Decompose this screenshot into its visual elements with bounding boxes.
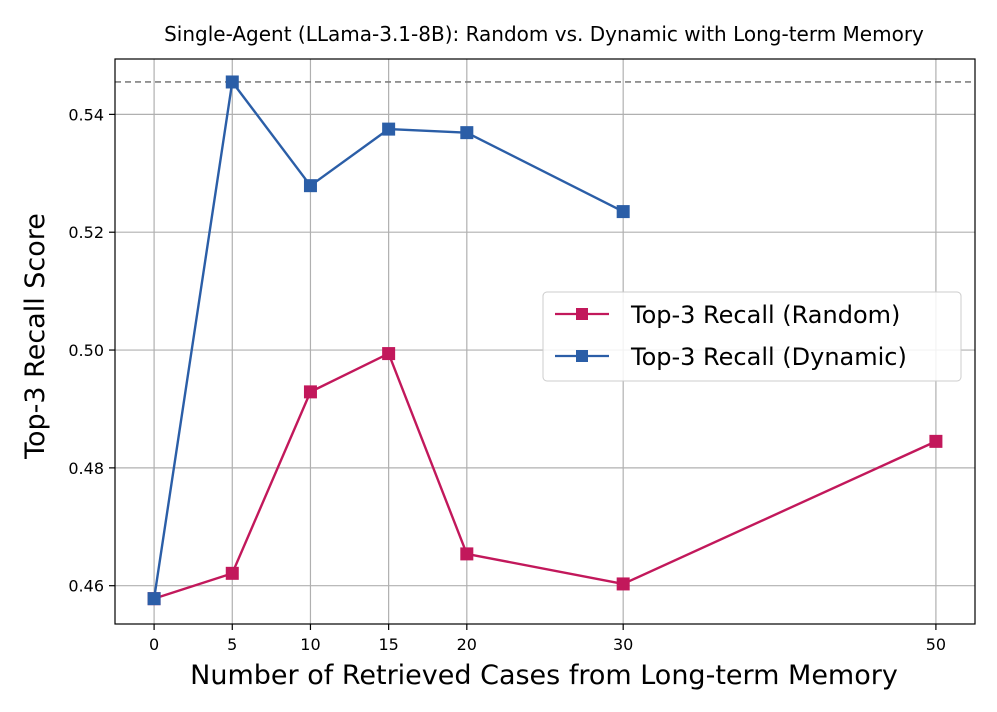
y-tick-label: 0.46: [68, 577, 104, 596]
legend-label-dynamic: Top-3 Recall (Dynamic): [630, 343, 907, 371]
series-line: [152, 80, 624, 599]
x-tick-label: 30: [613, 635, 633, 654]
data-point: [616, 577, 630, 591]
data-point: [225, 75, 239, 89]
legend-marker-random: [576, 308, 588, 320]
y-axis-label: Top-3 Recall Score: [20, 213, 51, 460]
data-point: [225, 566, 239, 580]
plot-frame: [114, 58, 976, 625]
data-point: [929, 434, 943, 448]
x-tick-label: 20: [457, 635, 477, 654]
y-axis-ticks: 0.46 0.48 0.50 0.52 0.54: [68, 105, 115, 596]
x-tick-label: 10: [300, 635, 320, 654]
data-point: [382, 122, 396, 136]
legend-marker-dynamic: [576, 350, 588, 362]
legend-box: [542, 291, 962, 382]
x-tick-label: 50: [926, 635, 946, 654]
data-point: [303, 385, 317, 399]
x-tick-label: 15: [378, 635, 398, 654]
series-random: [147, 347, 943, 606]
data-point: [303, 179, 317, 193]
y-tick-label: 0.48: [68, 459, 104, 478]
data-point: [382, 347, 396, 361]
x-tick-label: 5: [227, 635, 237, 654]
x-axis-ticks: 0 5 10 15 20 30 50: [149, 624, 946, 654]
x-axis-label: Number of Retrieved Cases from Long-term…: [190, 660, 898, 691]
legend-label-random: Top-3 Recall (Random): [630, 301, 900, 329]
data-point: [460, 126, 474, 140]
data-point: [460, 547, 474, 561]
legend: Top-3 Recall (Random) Top-3 Recall (Dyna…: [542, 291, 962, 382]
series-line: [153, 352, 937, 600]
data-point: [616, 205, 630, 219]
data-point: [147, 592, 161, 606]
series-dynamic: [147, 75, 630, 606]
series-group: [147, 75, 943, 606]
chart-title: Single-Agent (LLama-3.1-8B): Random vs. …: [164, 22, 924, 46]
x-tick-label: 0: [149, 635, 159, 654]
y-tick-label: 0.52: [68, 223, 104, 242]
y-tick-label: 0.50: [68, 341, 104, 360]
y-tick-label: 0.54: [68, 105, 104, 124]
